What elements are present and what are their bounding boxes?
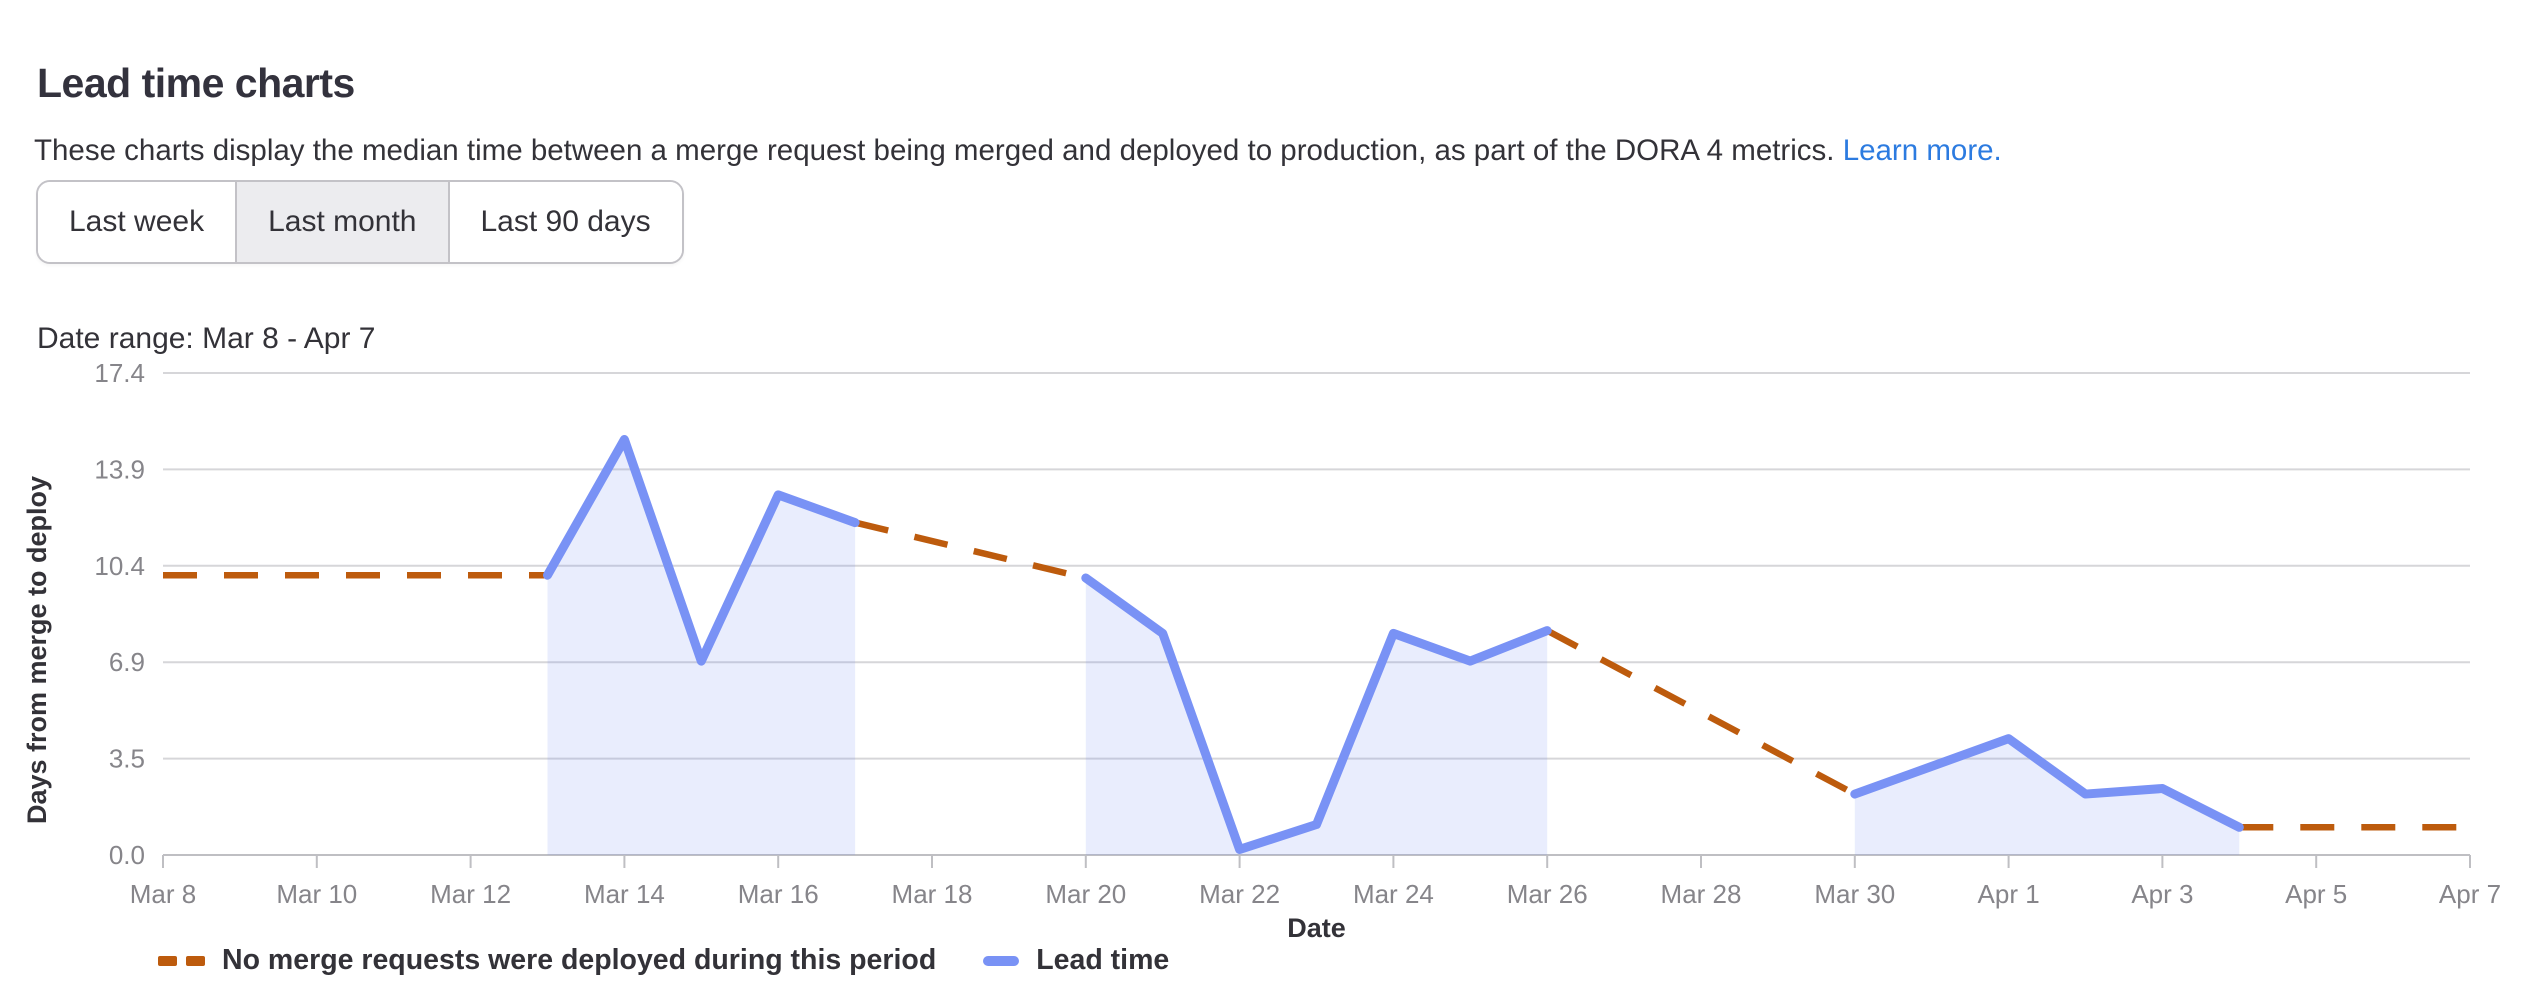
- date-range-text: Date range: Mar 8 - Apr 7: [37, 322, 376, 355]
- no-deploy-dashed-line: [163, 519, 2470, 831]
- x-axis-title: Date: [1287, 913, 1346, 943]
- y-tick-label: 17.4: [94, 358, 145, 388]
- x-tick-label: Mar 30: [1814, 879, 1895, 909]
- x-tick-label: Apr 3: [2131, 879, 2193, 909]
- x-tick-label: Mar 20: [1045, 879, 1126, 909]
- x-tick-label: Apr 7: [2439, 879, 2501, 909]
- lead-time-area-fill: [547, 439, 856, 855]
- page-description: These charts display the median time bet…: [34, 133, 2002, 170]
- y-axis-title: Days from merge to deploy: [22, 476, 52, 824]
- x-tick-label: Mar 22: [1199, 879, 1280, 909]
- no-deploy-segment: [1545, 627, 1857, 797]
- x-tick-label: Mar 8: [130, 879, 196, 909]
- x-tick-label: Apr 5: [2285, 879, 2347, 909]
- no-deploy-segment: [854, 519, 1087, 582]
- x-tick-label: Mar 18: [892, 879, 973, 909]
- legend-label-no-merge-requests: No merge requests were deployed during t…: [222, 944, 937, 976]
- lead-time-line: [543, 434, 2244, 854]
- x-tick-label: Apr 1: [1978, 879, 2040, 909]
- y-tick-label: 3.5: [109, 744, 145, 774]
- legend-label-lead-time: Lead time: [1036, 944, 1170, 976]
- grid-and-axes: 0.0 3.5 6.9 10.4 13.9 17.4 Mar 8 Mar 10 Mar 12 Ma…: [94, 358, 2501, 909]
- x-tick-label: Mar 28: [1661, 879, 1742, 909]
- x-tick-label: Mar 24: [1353, 879, 1434, 909]
- solid-line-swatch-icon: [983, 955, 1020, 966]
- toggle-last-month[interactable]: Last month: [235, 182, 448, 262]
- y-tick-label: 10.4: [94, 551, 145, 581]
- learn-more-link[interactable]: Learn more.: [1842, 133, 2002, 167]
- y-tick-label: 6.9: [109, 647, 145, 677]
- x-tick-label: Mar 10: [276, 879, 357, 909]
- legend-item-no-merge-requests[interactable]: No merge requests were deployed during t…: [158, 944, 936, 977]
- legend-item-lead-time[interactable]: Lead time: [983, 944, 1169, 977]
- x-tick-label: Mar 16: [738, 879, 819, 909]
- y-tick-label: 0.0: [109, 840, 145, 870]
- lead-time-segment: [1850, 734, 2244, 832]
- lead-time-area-fill: [1854, 738, 2240, 855]
- page-description-text: These charts display the median time bet…: [34, 133, 1835, 167]
- dashed-line-swatch-icon: [158, 955, 205, 966]
- x-tick-label: Mar 12: [430, 879, 511, 909]
- toggle-last-week[interactable]: Last week: [38, 182, 236, 262]
- lead-time-segment: [543, 434, 860, 666]
- y-tick-label: 13.9: [94, 454, 145, 484]
- x-tick-label: Mar 26: [1507, 879, 1588, 909]
- lead-time-segment: [1081, 573, 1552, 854]
- x-tick-label: Mar 14: [584, 879, 665, 909]
- toggle-last-90-days[interactable]: Last 90 days: [447, 182, 682, 262]
- date-range-toggle-group: Last week Last month Last 90 days: [36, 180, 684, 264]
- page-title: Lead time charts: [37, 60, 355, 107]
- chart-legend: No merge requests were deployed during t…: [158, 944, 1169, 977]
